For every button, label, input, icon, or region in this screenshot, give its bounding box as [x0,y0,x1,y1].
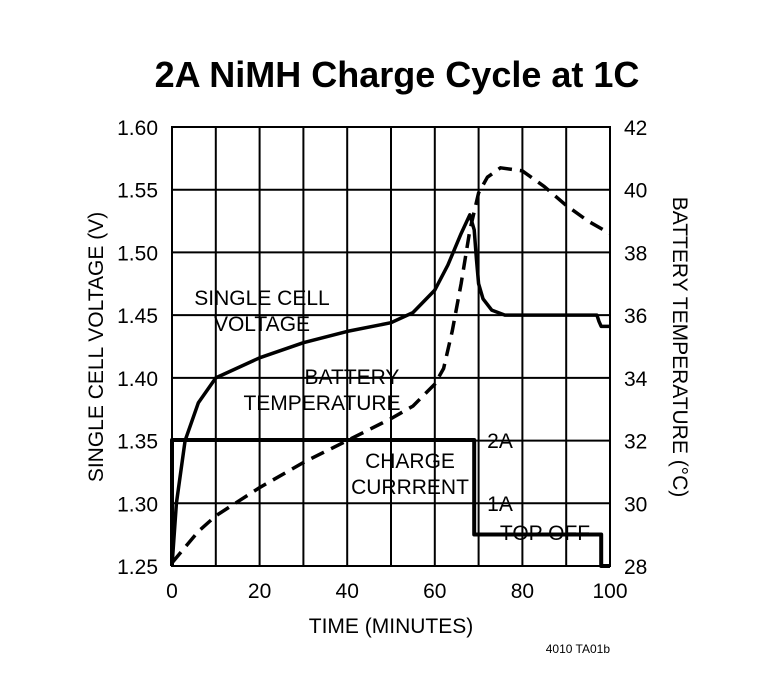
y-left-tick-label: 1.40 [117,368,158,391]
y-left-tick-label: 1.50 [117,242,158,265]
plot-frame [171,126,611,567]
y-right-tick-label: 28 [624,556,647,579]
y-right-tick-label: 40 [624,180,647,203]
x-tick-label: 60 [423,580,446,603]
x-tick-label: 20 [248,580,271,603]
current-annotation-line2: CURRRENT [351,476,469,499]
y-left-tick-label: 1.35 [117,431,158,454]
voltage-line [170,213,610,567]
y-right-tick-label: 36 [624,305,647,328]
x-tick-label: 80 [511,580,534,603]
chart-title: 2A NiMH Charge Cycle at 1C [155,54,640,95]
current-tick-label: 2A [487,430,513,453]
top-off-annotation: TOP OFF [500,522,590,545]
x-tick-label: 40 [336,580,359,603]
y-left-tick-label: 1.45 [117,305,158,328]
y-axis-right-label: BATTERY TEMPERATURE (°C) [668,197,691,498]
current-annotation-line1: CHARGE [365,450,455,473]
y-right-tick-label: 38 [624,242,647,265]
voltage-annotation-line1: SINGLE CELL [194,287,329,310]
tick-layer: 0 20 40 60 80 100 1.25 1.30 1.35 1.40 1.45 1.50 1.55… [117,117,648,603]
y-right-tick-label: 30 [624,493,647,516]
y-left-tick-label: 1.55 [117,180,158,203]
voltage-annotation-line2: VOLTAGE [214,313,310,336]
y-axis-left-label: SINGLE CELL VOLTAGE (V) [85,212,108,482]
y-left-tick-label: 1.60 [117,117,158,140]
y-left-tick-label: 1.30 [117,493,158,516]
temperature-annotation-line1: BATTERY [305,366,400,389]
y-right-tick-label: 32 [624,431,647,454]
x-tick-label: 0 [166,580,178,603]
y-right-tick-label: 42 [624,117,647,140]
x-tick-label: 100 [592,580,627,603]
temperature-line [170,166,611,565]
x-axis-label: TIME (MINUTES) [309,615,473,638]
figure-id: 4010 TA01b [546,642,611,656]
temperature-annotation-line2: TEMPERATURE [243,392,400,415]
y-left-tick-label: 1.25 [117,556,158,579]
y-right-tick-label: 34 [624,368,648,391]
current-tick-label: 1A [487,493,513,516]
